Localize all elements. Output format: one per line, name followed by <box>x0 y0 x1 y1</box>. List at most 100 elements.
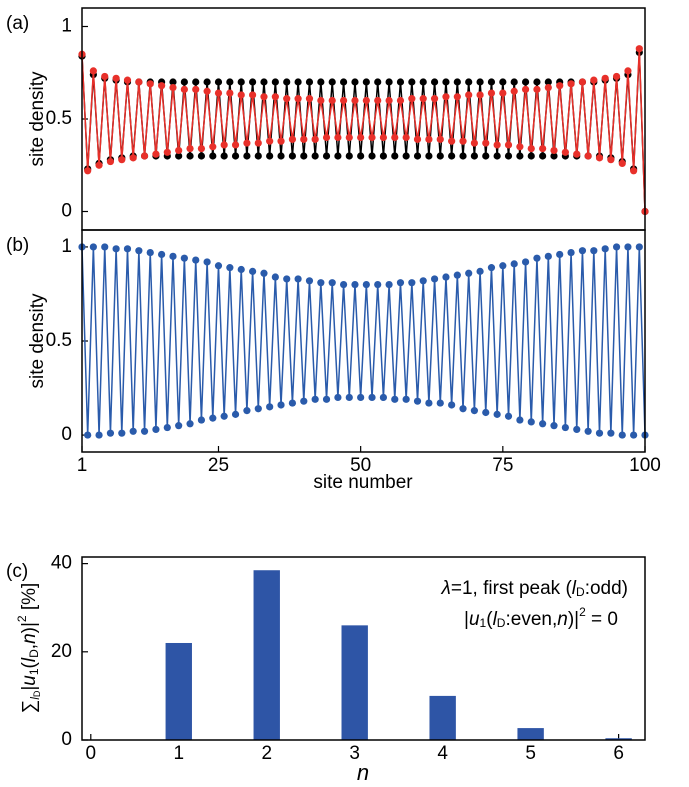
data-point <box>129 154 137 162</box>
data-point <box>436 399 444 407</box>
data-point <box>317 96 325 105</box>
data-point <box>516 152 524 160</box>
annotation-part: )| <box>568 609 579 630</box>
x-tick-label: 1 <box>173 743 184 764</box>
y-tick-label: 0 <box>61 729 72 750</box>
data-point <box>345 393 353 402</box>
label-part: ∑ <box>19 700 40 714</box>
data-point <box>453 78 461 86</box>
data-point <box>448 152 456 160</box>
x-tick-label: 2 <box>261 743 272 764</box>
data-point <box>635 243 643 251</box>
data-point <box>436 135 444 143</box>
data-point <box>607 429 615 437</box>
data-point <box>618 431 626 439</box>
data-point <box>214 262 223 270</box>
label-part: [%] <box>19 583 40 616</box>
data-point <box>226 78 234 86</box>
data-point <box>271 273 279 281</box>
data-point <box>487 264 496 272</box>
data-point <box>425 152 433 160</box>
data-point <box>209 414 217 422</box>
data-point <box>419 95 427 103</box>
data-point <box>402 395 410 403</box>
data-point <box>470 407 478 415</box>
annotation-part: λ <box>441 578 451 599</box>
data-point <box>590 76 598 84</box>
data-point <box>521 78 530 86</box>
data-point <box>266 137 274 145</box>
data-point <box>231 141 240 149</box>
data-point <box>533 254 541 262</box>
data-point <box>357 393 365 402</box>
data-point <box>84 167 92 175</box>
data-point <box>243 407 251 415</box>
data-point <box>277 401 285 409</box>
data-point <box>243 139 251 147</box>
data-point <box>601 74 609 82</box>
plot-frame <box>81 229 646 453</box>
data-point <box>283 275 291 283</box>
data-point <box>135 247 143 255</box>
data-point <box>476 91 484 99</box>
data-point <box>402 152 410 160</box>
data-point <box>556 250 564 259</box>
data-point <box>453 271 461 279</box>
data-point <box>192 78 200 86</box>
data-point <box>288 135 297 143</box>
data-point <box>305 277 314 285</box>
data-point <box>203 78 211 86</box>
data-point <box>595 429 604 437</box>
data-point <box>271 93 279 101</box>
annotation-part: | <box>464 609 469 630</box>
data-point <box>237 265 245 274</box>
data-point <box>209 143 217 151</box>
data-point <box>465 91 473 99</box>
data-point <box>567 248 575 257</box>
x-tick-label: 75 <box>492 455 513 476</box>
data-point <box>271 78 279 86</box>
data-point <box>362 280 370 289</box>
data-point <box>391 133 399 142</box>
data-point <box>169 78 177 86</box>
data-point <box>118 429 126 437</box>
data-point <box>487 89 496 97</box>
data-point <box>539 152 547 160</box>
data-point <box>226 264 234 272</box>
data-point <box>601 245 609 253</box>
data-point <box>374 78 382 86</box>
data-point <box>197 152 206 160</box>
data-point <box>419 277 427 285</box>
data-point <box>385 96 393 105</box>
data-point <box>305 78 314 86</box>
data-point <box>635 45 643 53</box>
data-point <box>163 148 171 156</box>
data-point <box>260 78 268 86</box>
data-point <box>539 145 547 153</box>
data-point <box>624 67 632 75</box>
data-point <box>317 279 325 287</box>
data-point <box>283 95 291 103</box>
data-point <box>476 267 484 275</box>
label-part: 1 <box>27 668 41 675</box>
data-point <box>101 72 109 81</box>
data-point <box>391 395 399 403</box>
data-point <box>260 93 268 101</box>
y-axis-label: site density <box>27 71 48 167</box>
series-line <box>81 246 646 436</box>
data-point <box>499 262 507 270</box>
plot-frame <box>81 556 646 741</box>
data-point <box>493 141 501 149</box>
data-point <box>101 243 109 251</box>
annotation-part: 1 <box>480 616 487 630</box>
data-point <box>334 133 342 142</box>
data-point <box>294 78 302 86</box>
bar <box>517 728 544 740</box>
x-tick-label: 6 <box>613 743 624 764</box>
data-point <box>544 78 552 86</box>
data-point <box>419 78 427 86</box>
data-point <box>539 420 547 428</box>
data-point <box>249 267 257 275</box>
data-point <box>465 78 473 86</box>
